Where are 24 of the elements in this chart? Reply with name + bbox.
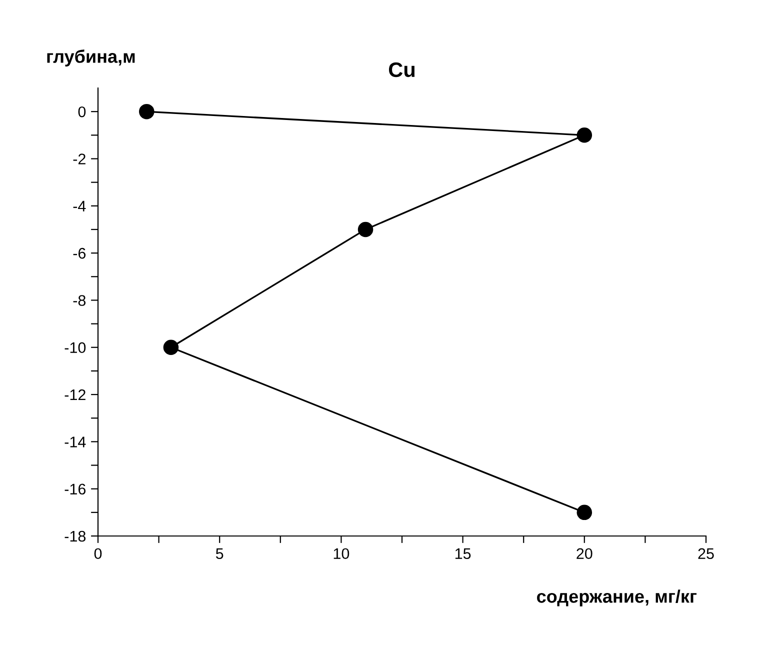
x-axis-title: содержание, мг/кг: [537, 590, 697, 606]
y-tick-label: -6: [73, 248, 86, 259]
point: [358, 222, 374, 238]
y-tick-label: -4: [73, 200, 86, 212]
point: [576, 128, 592, 143]
x-tick-label: 15: [455, 548, 471, 560]
y-tick-label: -14: [64, 436, 86, 448]
y-tick-label: -8: [73, 295, 86, 306]
y-tick-label: -12: [64, 389, 86, 400]
y-tick-label: -2: [73, 154, 86, 164]
x-tick-label: 25: [698, 548, 714, 560]
point: [576, 504, 592, 520]
point: [139, 104, 154, 120]
x-tick-label: 10: [334, 548, 350, 560]
y-tick-label: -18: [64, 530, 86, 542]
y-tick-label: -16: [64, 484, 86, 495]
point: [163, 340, 179, 356]
x-tick-label: 20: [576, 548, 592, 560]
x-tick-label: 5: [216, 548, 224, 560]
y-tick-label: 0: [78, 106, 86, 118]
y-axis-title: глубина,м: [47, 50, 135, 66]
x-tick-label: 0: [94, 548, 102, 560]
y-tick-label: -10: [64, 342, 86, 354]
chart-title: Cu: [388, 62, 415, 78]
